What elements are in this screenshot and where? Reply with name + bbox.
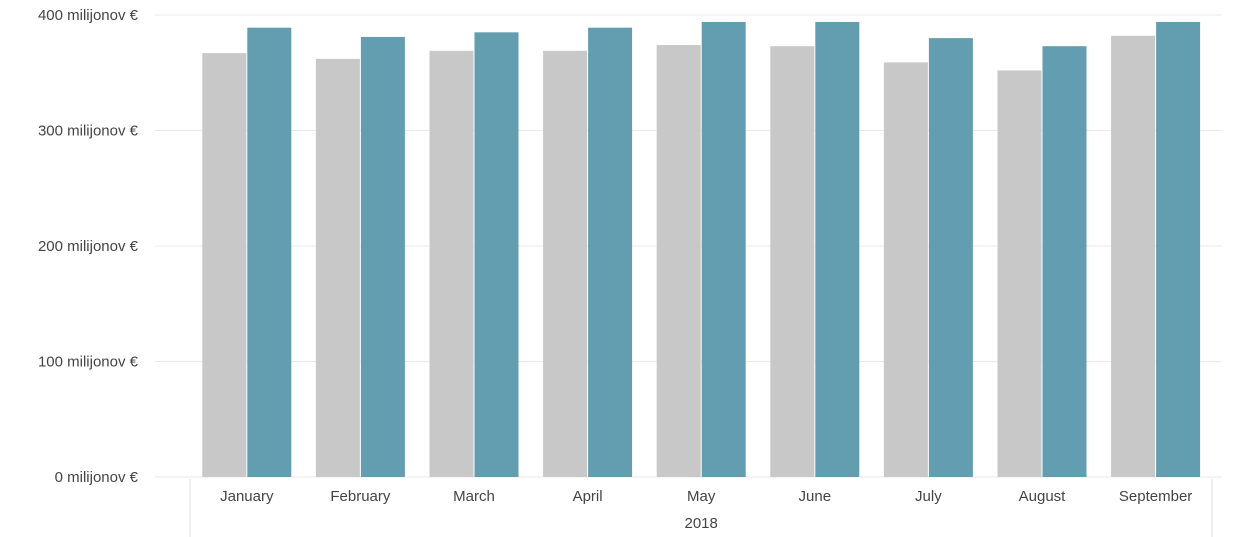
bar-march-series-1[interactable] bbox=[429, 50, 474, 478]
bars bbox=[202, 21, 1201, 478]
bar-july-series-1[interactable] bbox=[883, 62, 928, 477]
bar-may-series-2[interactable] bbox=[701, 21, 746, 478]
y-axis-ticks: 0 milijonov € 100 milijonov € 200 milijono… bbox=[38, 7, 139, 486]
bar-february-series-1[interactable] bbox=[315, 58, 360, 477]
x-tick-label-april: April bbox=[573, 488, 603, 505]
x-tick-label-january: January bbox=[220, 488, 274, 505]
bar-january-series-1[interactable] bbox=[202, 53, 247, 478]
x-axis-ticks: January February March April May June July Augu… bbox=[220, 488, 1192, 505]
y-tick-label-300: 300 milijonov € bbox=[38, 123, 139, 140]
bar-march-series-2[interactable] bbox=[474, 32, 519, 477]
x-tick-label-july: July bbox=[915, 488, 942, 505]
x-tick-label-march: March bbox=[453, 488, 495, 505]
bar-september-series-2[interactable] bbox=[1156, 21, 1201, 478]
x-tick-label-february: February bbox=[330, 488, 391, 505]
bar-february-series-2[interactable] bbox=[360, 36, 405, 477]
x-tick-label-september: September bbox=[1119, 488, 1192, 505]
bar-january-series-2[interactable] bbox=[247, 27, 292, 478]
y-tick-label-200: 200 milijonov € bbox=[38, 238, 139, 255]
bar-june-series-1[interactable] bbox=[770, 46, 815, 478]
bar-august-series-2[interactable] bbox=[1042, 46, 1087, 478]
x-tick-label-june: June bbox=[799, 488, 832, 505]
bar-july-series-2[interactable] bbox=[928, 38, 973, 477]
y-tick-label-100: 100 milijonov € bbox=[38, 354, 139, 371]
x-axis-year-label: 2018 bbox=[685, 515, 718, 532]
bar-june-series-2[interactable] bbox=[815, 21, 860, 478]
bar-april-series-1[interactable] bbox=[543, 50, 588, 478]
x-tick-label-may: May bbox=[687, 488, 716, 505]
x-tick-label-august: August bbox=[1019, 488, 1067, 505]
y-tick-label-0: 0 milijonov € bbox=[55, 469, 139, 486]
bar-august-series-1[interactable] bbox=[997, 70, 1042, 477]
bar-april-series-2[interactable] bbox=[588, 27, 633, 478]
bar-september-series-1[interactable] bbox=[1111, 35, 1156, 477]
y-tick-label-400: 400 milijonov € bbox=[38, 7, 139, 24]
bar-may-series-1[interactable] bbox=[656, 45, 701, 477]
